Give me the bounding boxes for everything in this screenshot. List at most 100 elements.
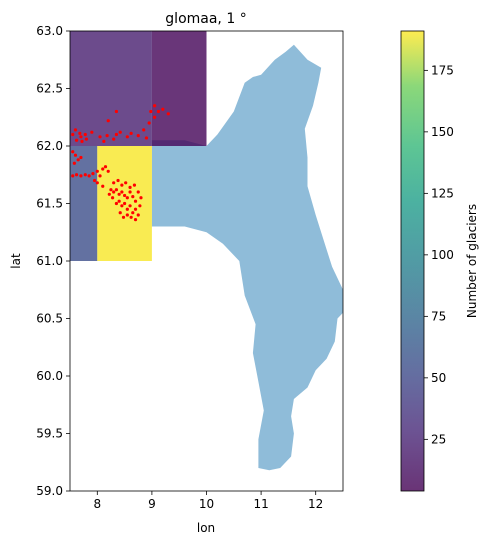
glacier-point <box>79 155 83 160</box>
y-tick-label: 63.0 <box>36 24 63 38</box>
x-tick-label: 9 <box>148 497 156 511</box>
glacier-point <box>125 207 129 211</box>
glacier-point <box>102 139 106 143</box>
glacier-point <box>109 188 113 192</box>
glacier-point <box>91 172 95 176</box>
glacier-point <box>105 134 109 138</box>
glacier-point <box>87 174 91 178</box>
glacier-point <box>103 165 108 169</box>
grid-cell-2 <box>70 146 98 261</box>
glacier-point <box>107 192 111 196</box>
glacier-point <box>114 201 119 206</box>
colorbar: 25 50 75 100 125 150 175 Number of glaciers <box>400 30 479 492</box>
glacier-point <box>128 190 132 194</box>
colorbar-label: Number of glaciers <box>465 204 479 318</box>
glacier-point <box>120 204 124 208</box>
glacier-point <box>120 183 124 187</box>
colorbar-tick-label: 175 <box>431 63 454 77</box>
glacier-point <box>72 161 76 165</box>
colorbar-tick-label: 25 <box>431 432 446 446</box>
glacier-point <box>101 167 105 171</box>
x-tick-label: 8 <box>93 497 101 511</box>
glacier-point <box>112 190 116 194</box>
y-tick-label: 61.0 <box>36 254 63 268</box>
x-axis: 8 9 10 11 12 <box>93 491 323 511</box>
glacier-point <box>114 132 119 137</box>
glacier-point <box>120 190 124 194</box>
glacier-point <box>71 132 75 137</box>
glacier-point <box>117 192 121 196</box>
glacier-point <box>118 211 122 215</box>
y-tick-label: 59.5 <box>36 427 63 441</box>
x-tick-label: 12 <box>308 497 323 511</box>
glacier-points <box>71 104 170 222</box>
glacier-point <box>79 174 83 178</box>
glacier-point <box>131 211 135 215</box>
glacier-point <box>138 204 142 208</box>
glacier-point <box>84 137 88 141</box>
y-tick-label: 60.0 <box>36 369 63 383</box>
glacier-point <box>131 195 135 199</box>
glacier-point <box>124 181 128 185</box>
glacier-point <box>90 130 94 134</box>
chart-title: glomaa, 1 ° <box>165 11 246 27</box>
y-tick-label: 60.5 <box>36 312 63 326</box>
glacier-point <box>95 169 99 173</box>
y-axis: 59.0 59.5 60.0 60.5 61.0 61.5 62.0 62.5 63.0 <box>36 24 70 498</box>
x-tick-label: 10 <box>199 497 214 511</box>
y-tick-label: 62.5 <box>36 82 63 96</box>
glacier-point <box>166 112 170 116</box>
glacier-point <box>129 131 133 135</box>
glacier-point <box>139 196 143 200</box>
y-tick-label: 62.0 <box>36 139 63 153</box>
glacier-point <box>121 215 126 219</box>
glacier-point <box>73 153 78 157</box>
grid-cell-0 <box>70 31 152 146</box>
glacier-point <box>144 136 149 140</box>
glacier-point <box>74 173 79 177</box>
colorbar-tick-label: 150 <box>431 125 454 139</box>
glacier-point <box>95 181 99 185</box>
glacier-point <box>76 158 80 162</box>
glacier-point <box>133 207 138 211</box>
glacier-point <box>92 178 97 183</box>
glacier-point <box>80 139 84 143</box>
glacier-point <box>74 138 79 142</box>
glacier-point <box>112 137 116 141</box>
glacier-point <box>117 199 121 203</box>
glacier-point <box>125 196 129 200</box>
glacier-point <box>136 134 140 138</box>
glacier-point <box>136 213 140 217</box>
glacier-point <box>116 178 120 183</box>
glacier-point <box>136 190 140 194</box>
glacier-point <box>125 213 129 217</box>
glacier-point <box>101 184 105 188</box>
glacier-point <box>133 218 138 222</box>
glacier-point <box>110 196 115 200</box>
glacier-point <box>71 150 75 154</box>
y-tick-label: 59.0 <box>36 484 63 498</box>
glacier-point <box>128 185 132 189</box>
y-axis-label: lat <box>9 253 23 269</box>
colorbar-tick-label: 50 <box>431 371 446 385</box>
glacier-point <box>98 135 102 139</box>
x-tick-label: 11 <box>253 497 268 511</box>
glacier-point <box>114 188 119 192</box>
glacier-point <box>83 132 87 137</box>
colorbar-ticks: 25 50 75 100 125 150 175 <box>424 63 454 446</box>
glacier-point <box>112 181 116 185</box>
glacier-point <box>73 128 78 132</box>
glacier-point <box>114 109 119 114</box>
glacier-point <box>142 128 146 132</box>
glacier-point <box>98 174 102 178</box>
glacier-point <box>153 104 157 108</box>
plot-area <box>70 31 343 471</box>
glacier-point <box>71 174 75 178</box>
glacier-point <box>129 215 133 219</box>
basin-shape <box>151 44 343 471</box>
colorbar-tick-label: 75 <box>431 309 446 323</box>
glacier-point <box>123 201 127 206</box>
glacier-point <box>149 109 153 114</box>
glacier-point <box>125 135 129 139</box>
